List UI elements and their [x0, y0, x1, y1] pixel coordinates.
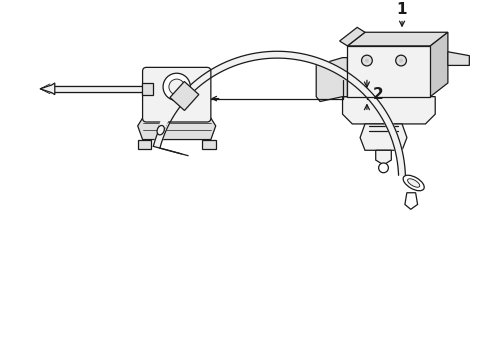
Circle shape: [399, 59, 403, 63]
Polygon shape: [430, 32, 448, 96]
Polygon shape: [360, 124, 407, 150]
Text: 1: 1: [397, 2, 407, 17]
Circle shape: [169, 79, 185, 95]
Polygon shape: [142, 83, 153, 95]
Polygon shape: [202, 140, 216, 149]
Ellipse shape: [408, 179, 420, 187]
Polygon shape: [340, 27, 365, 46]
FancyBboxPatch shape: [143, 67, 211, 122]
Polygon shape: [343, 96, 435, 124]
Polygon shape: [376, 150, 392, 165]
Polygon shape: [158, 88, 180, 131]
Text: 2: 2: [373, 87, 384, 102]
Circle shape: [163, 73, 191, 100]
Polygon shape: [40, 83, 55, 95]
Polygon shape: [170, 81, 199, 111]
Polygon shape: [138, 118, 216, 140]
Polygon shape: [316, 58, 347, 102]
Circle shape: [362, 55, 372, 66]
Polygon shape: [347, 46, 430, 96]
Polygon shape: [448, 52, 469, 66]
Polygon shape: [153, 51, 405, 175]
Circle shape: [396, 55, 406, 66]
Polygon shape: [347, 32, 448, 46]
Circle shape: [379, 163, 389, 173]
Polygon shape: [138, 140, 151, 149]
Ellipse shape: [157, 126, 164, 135]
Ellipse shape: [403, 175, 424, 191]
Polygon shape: [405, 193, 417, 209]
Circle shape: [365, 59, 369, 63]
